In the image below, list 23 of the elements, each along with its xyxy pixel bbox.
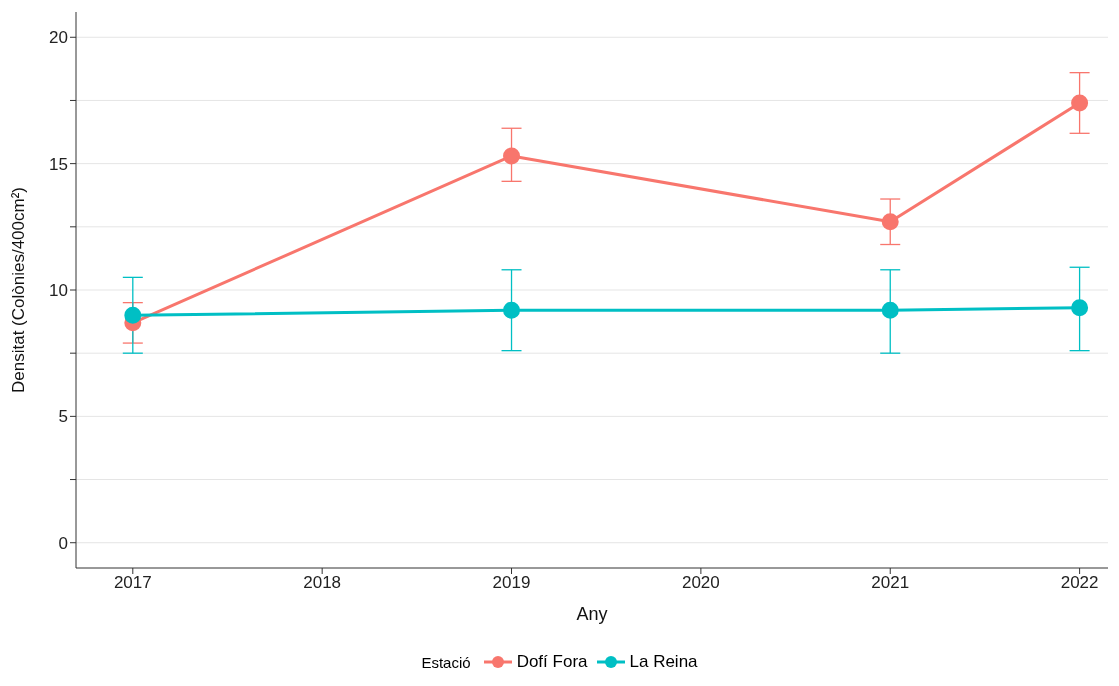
y-tick-label: 10 bbox=[49, 281, 68, 301]
legend-title: Estació bbox=[421, 653, 471, 671]
x-tick-label: 2019 bbox=[492, 573, 531, 593]
y-tick-label: 20 bbox=[49, 28, 68, 48]
point bbox=[881, 213, 899, 231]
point bbox=[503, 147, 521, 165]
x-tick-label: 2018 bbox=[303, 573, 342, 593]
point bbox=[1071, 94, 1089, 112]
x-tick-label: 2022 bbox=[1060, 573, 1099, 593]
y-tick-label: 5 bbox=[58, 407, 68, 427]
y-tick-label: 0 bbox=[58, 533, 68, 553]
x-tick-label: 2020 bbox=[681, 573, 720, 593]
legend-label: La Reina bbox=[629, 652, 698, 672]
point bbox=[124, 306, 142, 324]
y-tick-label: 15 bbox=[49, 154, 68, 174]
point bbox=[1071, 299, 1089, 317]
x-tick-label: 2017 bbox=[113, 573, 152, 593]
point bbox=[503, 301, 521, 319]
point bbox=[881, 301, 899, 319]
y-axis-title: Densitat (Colònies/400cm²) bbox=[9, 187, 29, 393]
x-axis-title: Any bbox=[576, 604, 608, 624]
legend-label: Dofí Fora bbox=[516, 652, 588, 672]
x-tick-label: 2021 bbox=[871, 573, 910, 593]
